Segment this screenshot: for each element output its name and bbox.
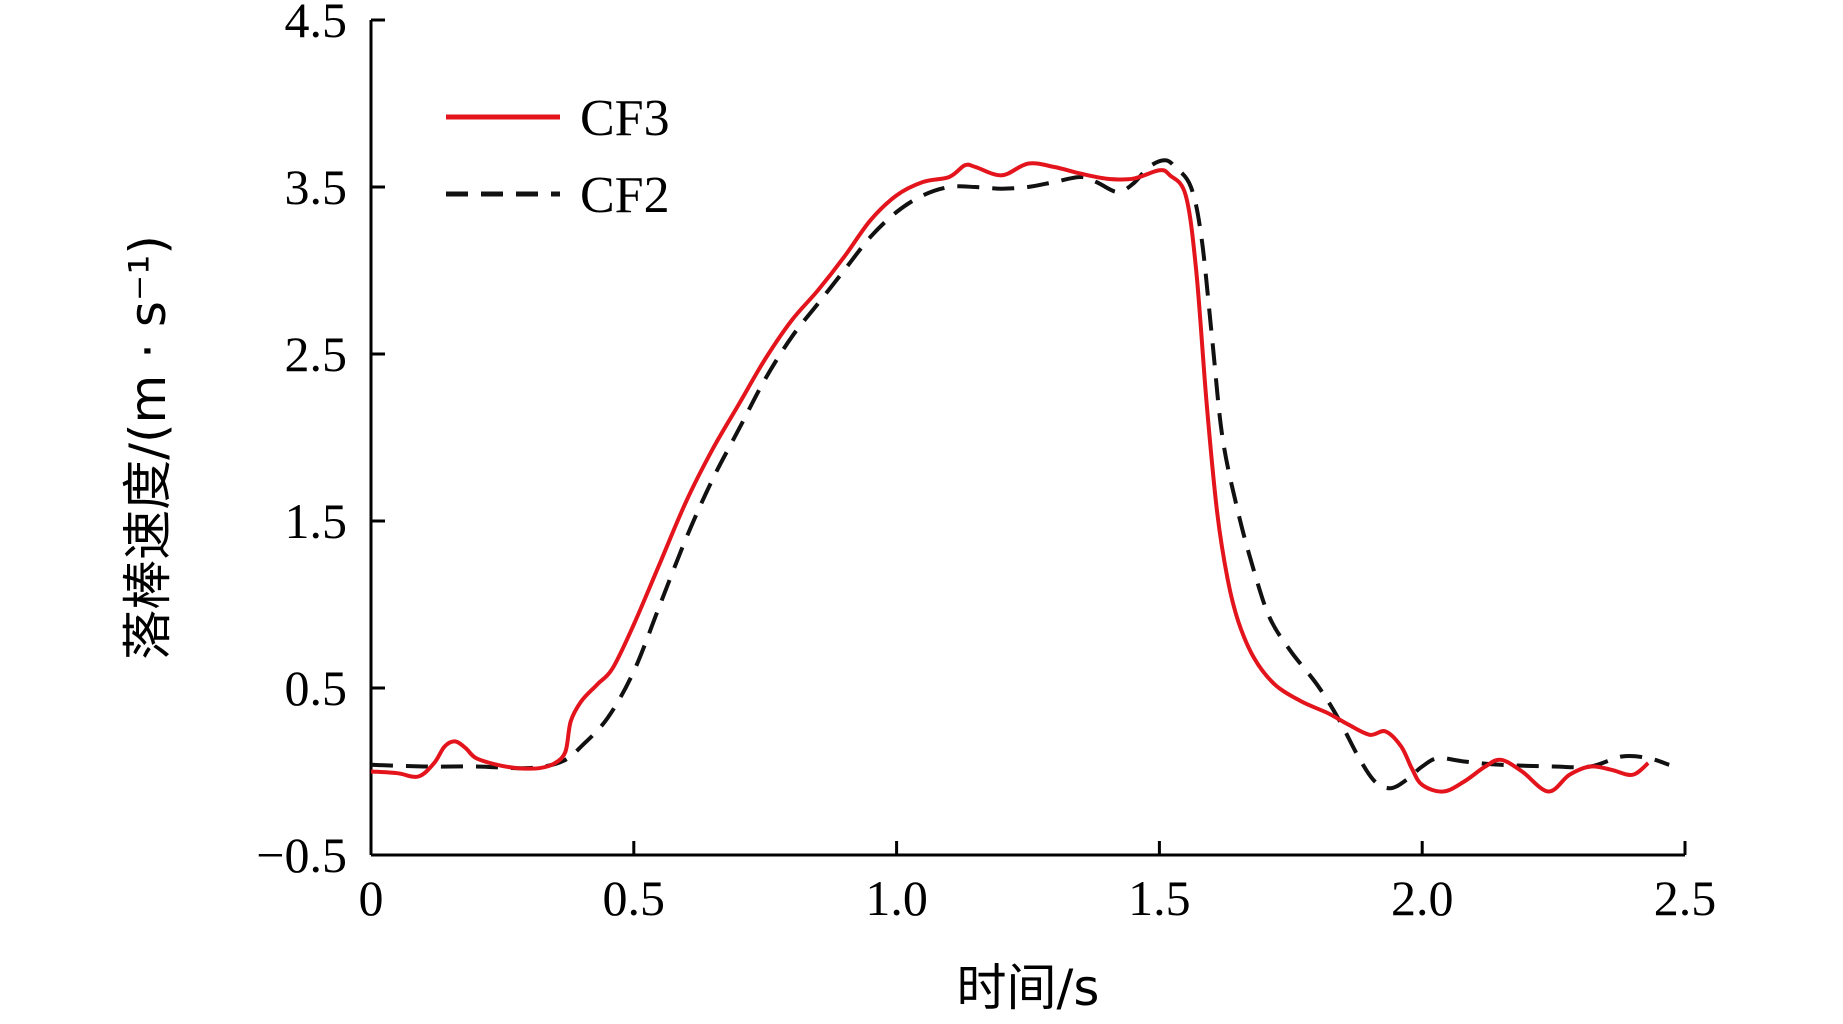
y-tick-label: 2.5: [285, 326, 348, 382]
series-line-cf2: [370, 158, 1670, 791]
y-tick-label: 4.5: [285, 0, 348, 48]
x-tick-label: 1.0: [865, 870, 928, 926]
x-tick-label: 0: [359, 870, 384, 926]
x-axis-title: 时间/s: [957, 959, 1100, 1017]
axes: [369, 20, 1685, 857]
x-tick-label: 2.5: [1654, 870, 1717, 926]
x-tick-label: 1.5: [1128, 870, 1191, 926]
x-tick-label: 0.5: [603, 870, 666, 926]
legend-label-cf2: CF2: [580, 167, 670, 224]
y-tick-label: −0.5: [256, 827, 347, 883]
y-axis-title: 落棒速度/(m · s⁻¹): [119, 235, 177, 660]
y-tick-label: 0.5: [285, 660, 348, 716]
series-layer: [370, 158, 1670, 794]
y-tick-label: 1.5: [285, 493, 348, 549]
legend-label-cf3: CF3: [580, 90, 670, 147]
ticks: −0.5 0.5 1.5 2.5 3.5 4.5 0 0.5 1.0 1.5 2.0 2.5: [256, 0, 1716, 926]
x-tick-label: 2.0: [1391, 870, 1454, 926]
series-line-cf3: [370, 161, 1650, 794]
y-tick-label: 3.5: [285, 159, 348, 215]
